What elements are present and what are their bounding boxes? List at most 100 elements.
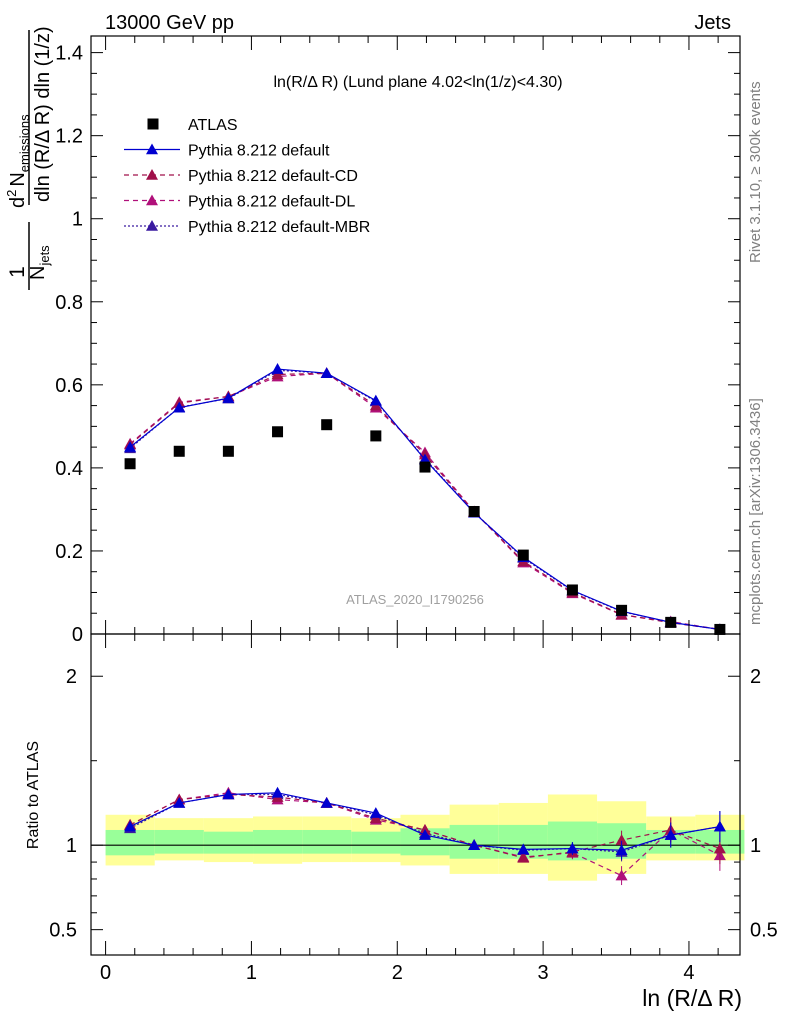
ratio-series-point [173,796,186,808]
ratio-frame [90,633,741,956]
ratio-series-point [615,834,628,845]
data-point [321,419,333,431]
main-y-axis: 0 0.2 0.4 0.6 0.8 1 1.2 1.4 [55,43,740,646]
legend-marker [147,118,159,130]
legend: ATLAS Pythia 8.212 default Pythia 8.212 de… [124,117,370,236]
ratio-y-axis: 0.5 0.5 1 1 2 2 [49,666,778,941]
ratio-series-point [320,796,333,808]
main-y-tick-label: 1 [72,209,83,231]
main-series-point [124,441,137,452]
main-y-tick-label: 0.2 [55,541,83,563]
main-y-tick-label: 1.4 [55,43,83,65]
legend-marker [146,169,158,180]
ratio-panel: 0.5 0.5 1 1 2 2 0 1 2 3 4 Ratio to ATLAS ln (R/Δ … [25,633,778,1011]
ratio-y-tick-label: 0.5 [49,920,77,942]
main-y-label: 1 Njets d2Nemissions dln (R/Δ R) dln (1/… [4,26,54,290]
y-label-frac-one: 1 [6,266,29,278]
legend-label: Pythia 8.212 default [188,143,330,160]
main-series-line [129,372,720,631]
ratio-band-inner [253,829,303,854]
main-series-line [129,369,720,631]
y-label-denominator: dln (R/Δ R) dln (1/z) [32,26,54,202]
ratio-series-point [713,842,726,854]
ratio-y-tick-label: 1 [66,835,77,857]
x-tick-label: 4 [683,962,694,984]
legend-label: Pythia 8.212 default-CD [188,168,358,185]
legend-marker [146,194,158,206]
legend-label: Pythia 8.212 default-MBR [188,219,370,236]
main-series-point [320,367,333,379]
rivet-credit: Rivet 3.1.10, ≥ 300k events [747,81,764,263]
data-point [616,604,628,616]
ratio-y-label: Ratio to ATLAS [25,741,42,849]
x-tick-label: 3 [538,962,549,984]
ratio-y-tick-label: 2 [66,666,77,688]
ratio-series-point [615,844,628,856]
ratio-series-point [664,829,677,840]
x-tick-label: 0 [100,962,111,984]
main-y-tick-label: 0.8 [55,292,83,314]
ratio-band-inner [105,829,155,856]
process-label: Jets [694,12,731,34]
ratio-series-point [517,843,530,855]
ratio-series-point [271,786,284,798]
ratio-marks [124,786,726,886]
legend-label: ATLAS [188,117,238,134]
main-series-point [369,394,382,406]
analysis-id: ATLAS_2020_I1790256 [346,592,484,607]
ratio-series-point [222,788,235,800]
ratio-band-inner [203,831,254,854]
data-point [665,616,677,628]
data-point [272,426,284,438]
ratio-band-inner [302,829,352,854]
y-label-njets: Njets [27,245,52,280]
plot-title: ln(R/Δ R) (Lund plane 4.02<ln(1/z)<4.30) [273,74,562,91]
energy-label: 13000 GeV pp [105,12,234,34]
data-point [566,584,578,596]
main-series-point [173,401,186,413]
data-point [714,623,726,635]
main-y-tick-label: 0 [72,624,83,646]
y-label-n: N [27,266,49,280]
y-label-sq: 2 [4,190,19,197]
x-tick-label: 1 [246,962,257,984]
y-label-numerator: d2Nemissions [4,114,32,208]
y-label-d: d [7,197,29,208]
main-series-point [222,392,235,403]
ratio-y-tick-label-right: 2 [750,666,761,688]
ratio-series-point [468,839,481,850]
ratio-y-tick-label-right: 1 [750,835,761,857]
data-point [173,445,185,457]
ratio-series-point [713,820,726,832]
ratio-series-point [124,820,137,832]
ratio-series-point [615,869,628,881]
x-axis-label: ln (R/Δ R) [642,985,742,1011]
ratio-x-axis: 0 1 2 3 4 [100,634,719,984]
legend-marker [146,220,158,231]
data-point [419,461,431,473]
main-x-axis-ticks [105,36,719,634]
data-point [124,458,136,470]
data-point [468,505,480,517]
y-label-jets-sub: jets [37,245,52,267]
ratio-series-point [418,829,431,840]
main-marks [124,363,726,635]
main-y-tick-label: 0.4 [55,458,83,480]
legend-label: Pythia 8.212 default-DL [188,194,355,211]
mcplots-credit: mcplots.cern.ch [arXiv:1306.3436] [747,398,764,625]
ratio-band-inner [154,829,204,854]
main-y-tick-label: 1.2 [55,126,83,148]
legend-marker [146,143,158,155]
ratio-series-point [517,851,530,863]
x-tick-label: 2 [392,962,403,984]
y-label-nem: N [7,172,29,186]
main-series-line [129,372,720,631]
data-point [517,549,529,561]
main-y-tick-label: 0.6 [55,375,83,397]
ratio-series-point [369,807,382,818]
data-point [222,445,234,457]
main-series-point [271,363,284,374]
main-panel: 0 0.2 0.4 0.6 0.8 1 1.2 1.4 ln(R/Δ R) (Lund pla… [4,26,741,646]
ratio-series-point [566,842,579,854]
ratio-y-tick-label-right: 0.5 [750,920,778,942]
